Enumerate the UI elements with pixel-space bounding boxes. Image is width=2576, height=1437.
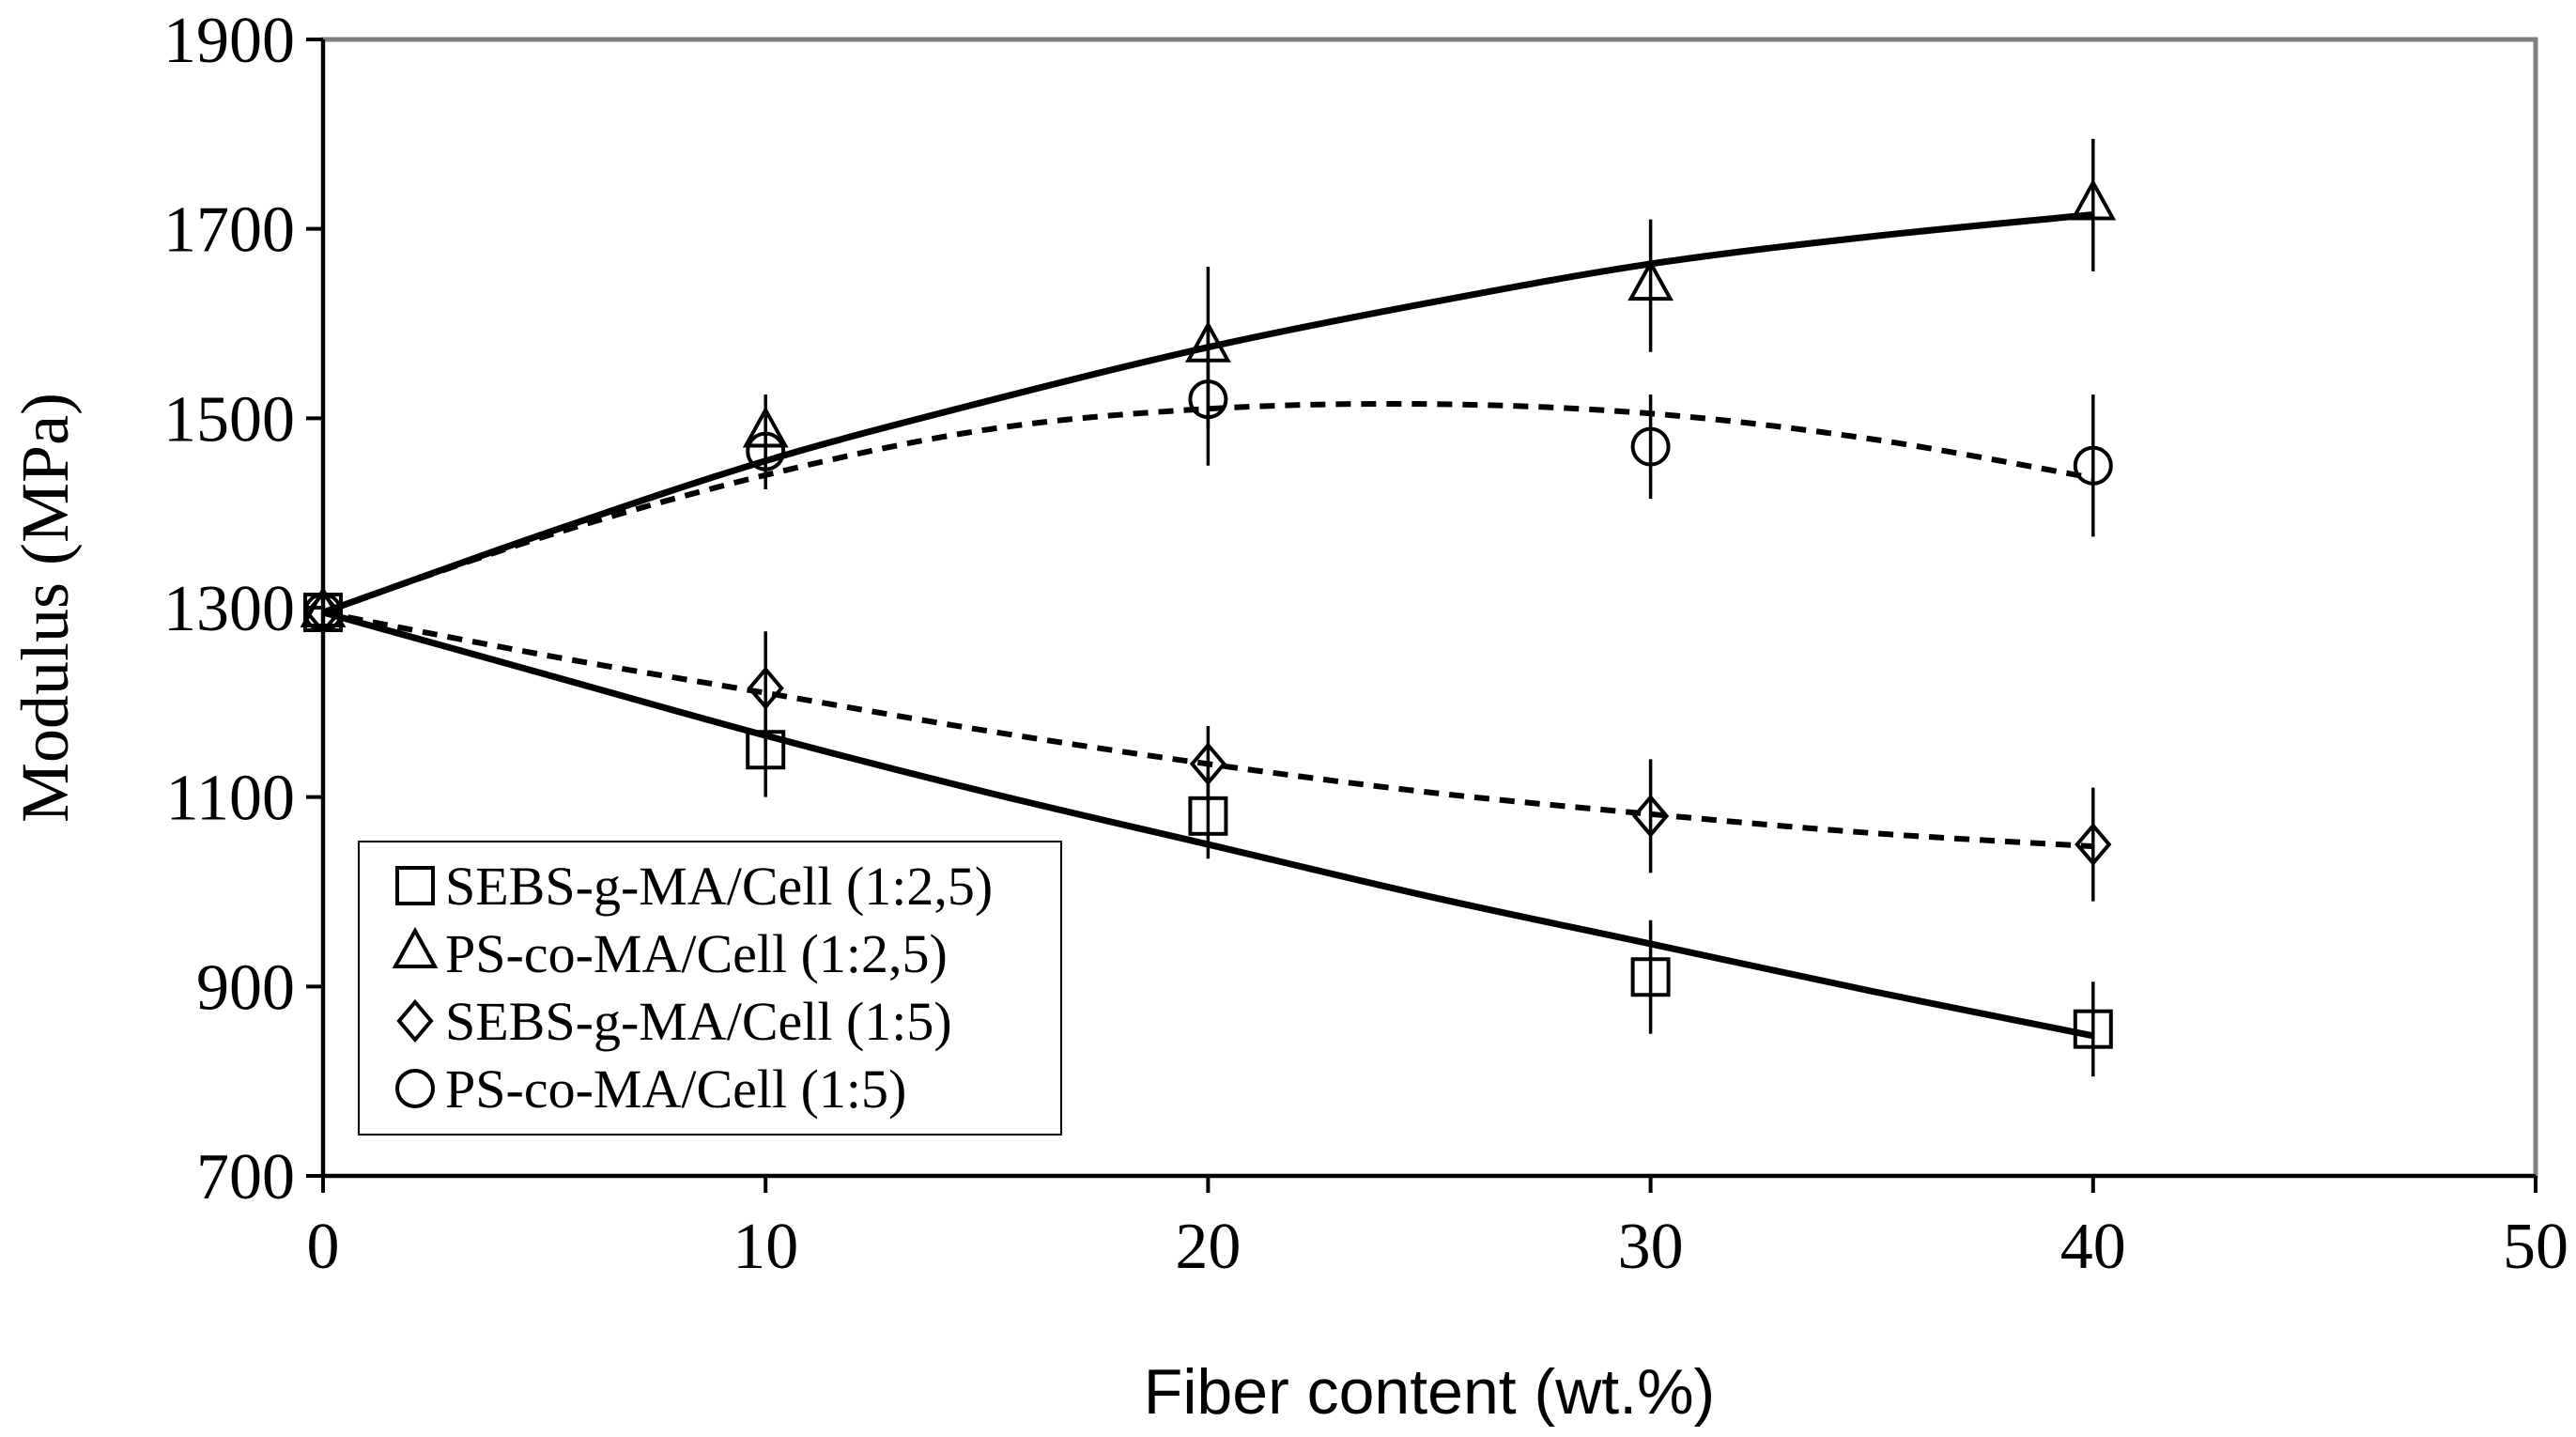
y-tick-label: 900 [196, 951, 295, 1024]
x-tick-label: 40 [2060, 1211, 2126, 1283]
x-axis-title: Fiber content (wt.%) [1144, 1356, 1715, 1428]
point-triangle [1185, 320, 1231, 363]
trend-line-circle [322, 400, 2094, 615]
point-square [1630, 957, 1671, 997]
x-tick-label: 50 [2503, 1211, 2568, 1283]
y-tick-label: 1900 [163, 5, 295, 77]
y-tick-label: 1300 [163, 573, 295, 645]
y-tick-label: 1700 [163, 194, 295, 267]
legend-marker-triangle [392, 926, 439, 968]
point-circle [303, 593, 343, 633]
point-diamond [747, 666, 784, 710]
point-square [2073, 1009, 2113, 1049]
y-tick-label: 1500 [163, 383, 295, 456]
legend-label: PS-co-MA/Cell (1:2,5) [445, 923, 948, 984]
point-square [746, 730, 786, 770]
data-markers [300, 178, 2117, 1049]
point-square [1188, 796, 1228, 836]
y-tick-label: 1100 [166, 763, 295, 835]
legend-marker-square [395, 866, 435, 905]
x-tick-label: 0 [307, 1211, 340, 1283]
point-diamond [1631, 794, 1670, 838]
legend: SEBS-g-MA/Cell (1:2,5)PS-co-MA/Cell (1:2… [358, 841, 1062, 1136]
x-tick-label: 20 [1175, 1211, 1241, 1283]
point-circle [1630, 426, 1671, 467]
y-axis-title: Modulus (MPa) [8, 393, 83, 823]
y-tick-label: 700 [196, 1141, 295, 1213]
point-circle [746, 431, 786, 471]
tick-labels: 700 900 1100 1300 1500 1700 1900 0 10 20 30 40 50 [163, 5, 2568, 1283]
legend-label: SEBS-g-MA/Cell (1:2,5) [445, 856, 993, 917]
legend-label: PS-co-MA/Cell (1:5) [445, 1058, 906, 1120]
point-circle [2073, 445, 2113, 486]
legend-marker-diamond [396, 998, 434, 1043]
legend-marker-circle [395, 1069, 435, 1108]
point-diamond [2075, 822, 2112, 867]
point-diamond [1189, 742, 1227, 786]
point-triangle [1627, 259, 1674, 301]
legend-box [358, 841, 1062, 1136]
legend-label: SEBS-g-MA/Cell (1:5) [445, 991, 952, 1052]
x-tick-label: 10 [733, 1211, 798, 1283]
point-triangle [2070, 178, 2117, 221]
point-triangle [742, 406, 789, 448]
x-tick-label: 30 [1618, 1211, 1684, 1283]
point-circle [1188, 379, 1228, 420]
